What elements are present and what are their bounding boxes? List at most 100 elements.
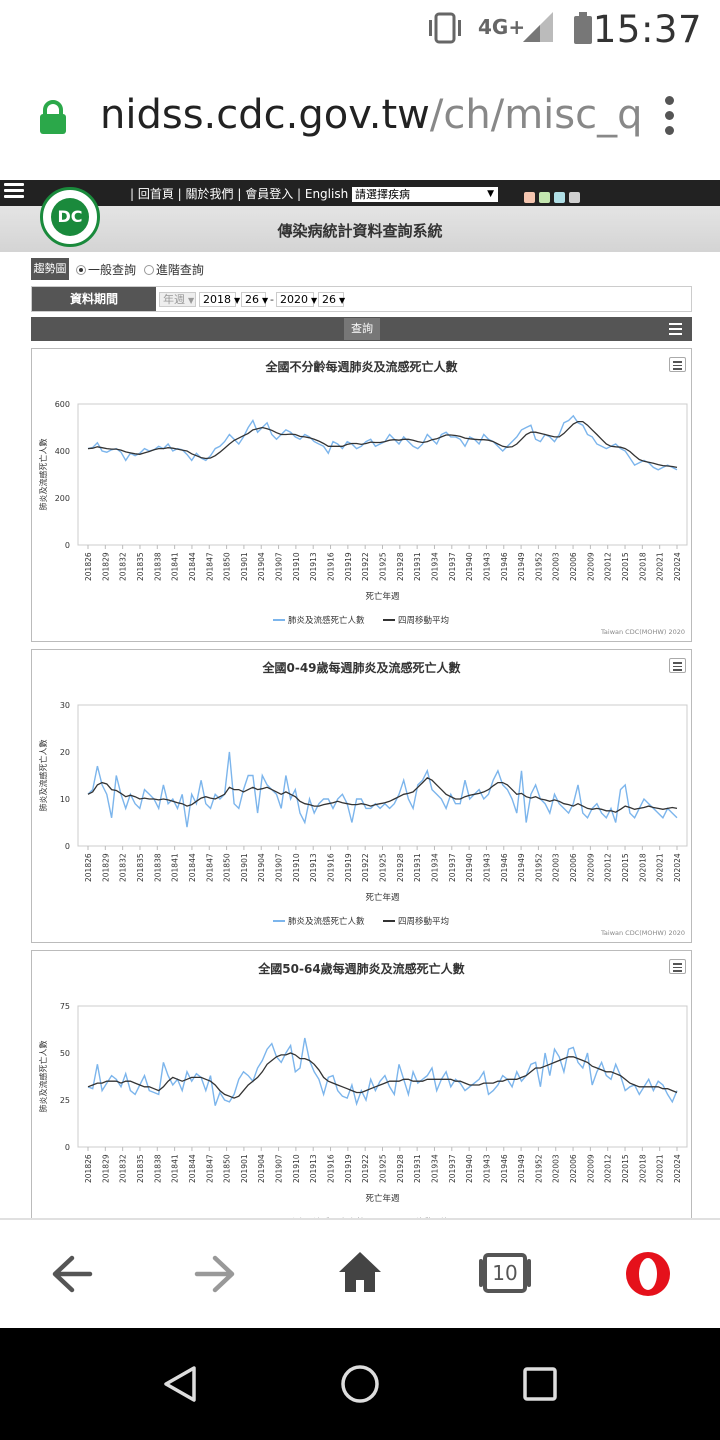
status-icons: 4G+: [429, 12, 592, 44]
x-tick-label: 201916: [327, 552, 336, 581]
x-tick-label: 201847: [205, 853, 214, 882]
x-tick-label: 201835: [136, 853, 145, 882]
x-tick-label: 201916: [327, 1154, 336, 1183]
url-path: /ch/misc_q: [429, 92, 643, 138]
x-tick-label: 201949: [517, 853, 526, 882]
end-year-select[interactable]: 2020 ▼: [276, 292, 317, 307]
theme-color-swatch[interactable]: [554, 192, 565, 203]
query-menu-icon[interactable]: [669, 323, 682, 338]
theme-color-swatch[interactable]: [569, 192, 580, 203]
x-tick-label: 201910: [292, 552, 301, 581]
y-axis-label: 肺炎及流感死亡人數: [38, 1041, 48, 1113]
radio-advanced-query[interactable]: [143, 265, 154, 275]
back-arrow-icon[interactable]: [50, 1254, 94, 1294]
start-year-select[interactable]: 2018 ▼: [199, 292, 240, 307]
start-week-select[interactable]: 26 ▼: [241, 292, 268, 307]
y-tick-label: 600: [55, 400, 70, 409]
x-axis-label: 死亡年週: [365, 892, 400, 903]
data-period-row: 資料期間 年週 ▼ 2018 ▼ 26 ▼ - 2020 ▼ 26 ▼: [31, 286, 692, 312]
web-page: | 回首頁 | 關於我們 | 會員登入 | English | 請選擇疾病 ▼ D…: [0, 180, 720, 1220]
legend-item: 四周移動平均: [398, 916, 449, 927]
x-tick-label: 201847: [205, 1154, 214, 1183]
opera-logo-icon[interactable]: [625, 1251, 671, 1297]
dropdown-arrow-icon: ▼: [234, 296, 241, 305]
end-week-value: 26: [322, 293, 336, 306]
x-tick-label: 201904: [257, 853, 266, 882]
x-tick-label: 202018: [638, 1154, 647, 1183]
top-links[interactable]: | 回首頁 | 關於我們 | 會員登入 | English |: [130, 187, 357, 201]
browser-menu-icon[interactable]: [660, 96, 678, 140]
nav-back-icon[interactable]: [160, 1364, 200, 1404]
chart-credit: Taiwan CDC(MOHW) 2020: [600, 628, 685, 636]
x-tick-label: 201934: [430, 552, 439, 581]
period-dash: -: [270, 293, 274, 306]
x-tick-label: 201829: [101, 1154, 110, 1183]
chart-export-menu-icon[interactable]: [669, 357, 686, 372]
radio-general-query[interactable]: [76, 265, 86, 275]
theme-color-swatch[interactable]: [539, 192, 550, 203]
x-tick-label: 202012: [604, 1154, 613, 1183]
url-host: nidss.cdc.gov.tw: [100, 92, 430, 138]
plot-area: [77, 403, 688, 546]
end-week-select[interactable]: 26 ▼: [318, 292, 345, 307]
y-axis-label: 肺炎及流感死亡人數: [38, 740, 48, 812]
forward-arrow-icon[interactable]: [193, 1254, 237, 1294]
x-tick-label: 201919: [344, 552, 353, 581]
series-line-raw: [87, 414, 678, 471]
cdc-logo[interactable]: DC: [40, 187, 100, 247]
plot-area: [77, 704, 688, 847]
x-tick-label: 202024: [673, 1154, 682, 1183]
x-tick-label: 202018: [638, 552, 647, 581]
end-year-value: 2020: [280, 293, 308, 306]
y-tick-label: 30: [60, 701, 70, 710]
theme-color-swatch[interactable]: [524, 192, 535, 203]
status-bar: 4G+ 15:37: [0, 0, 720, 60]
nav-recents-icon[interactable]: [522, 1366, 558, 1402]
x-tick-label: 201946: [500, 1154, 509, 1183]
x-tick-label: 202012: [604, 853, 613, 882]
nav-home-icon[interactable]: [340, 1364, 380, 1404]
series-line-raw: [87, 1037, 678, 1107]
x-tick-label: 201835: [136, 1154, 145, 1183]
y-tick-label: 50: [60, 1049, 70, 1058]
x-tick-label: 201832: [119, 1154, 128, 1183]
tab-trend-chart[interactable]: 趨勢圖: [31, 258, 69, 280]
chart-age-0-49: 0 10 20 30 肺炎及流感死亡人數 201826 201829 201832 201835…: [31, 649, 692, 943]
hamburger-menu-icon[interactable]: [4, 183, 24, 203]
x-axis-label: 死亡年週: [365, 591, 400, 602]
x-tick-label: 201826: [84, 853, 93, 882]
x-tick-label: 201943: [482, 1154, 491, 1183]
y-tick-label: 200: [55, 494, 70, 503]
chart-title: 全國50-64歲每週肺炎及流感死亡人數: [258, 962, 465, 976]
period-type-select[interactable]: 年週 ▼: [159, 292, 196, 307]
chart-export-menu-icon[interactable]: [669, 658, 686, 673]
network-type: 4G+: [478, 15, 525, 39]
theme-color-picker[interactable]: [524, 188, 584, 207]
x-tick-label: 201910: [292, 853, 301, 882]
query-button[interactable]: 查詢: [344, 318, 380, 340]
x-tick-label: 201952: [534, 853, 543, 882]
chart-all-ages: 0 200 400 600 肺炎及流感死亡人數 201826 201829 201832 201…: [31, 348, 692, 642]
x-tick-label: 201850: [223, 552, 232, 581]
url-text[interactable]: nidss.cdc.gov.tw/ch/misc_q: [100, 92, 643, 138]
disease-select-value: 請選擇疾病: [355, 188, 410, 201]
disease-select[interactable]: 請選擇疾病 ▼: [352, 187, 498, 202]
x-tick-label: 201844: [188, 1154, 197, 1183]
series-line-raw: [87, 751, 678, 828]
tabs-button[interactable]: 10: [477, 1251, 533, 1295]
x-axis-label: 死亡年週: [365, 1193, 400, 1204]
y-tick-label: 75: [60, 1002, 70, 1011]
x-tick-label: 201931: [413, 853, 422, 882]
signal-icon: [523, 12, 553, 42]
x-tick-label: 202006: [569, 552, 578, 581]
browser-url-bar[interactable]: [0, 60, 720, 180]
x-tick-label: 201829: [101, 853, 110, 882]
chart-export-menu-icon[interactable]: [669, 959, 686, 974]
x-tick-label: 202024: [673, 552, 682, 581]
home-icon[interactable]: [337, 1250, 383, 1294]
x-tick-label: 201952: [534, 1154, 543, 1183]
browser-bottom-bar: 10: [0, 1220, 720, 1328]
vibrate-icon: [429, 12, 461, 44]
tab-count: 10: [492, 1261, 518, 1285]
x-tick-label: 202021: [656, 552, 665, 581]
